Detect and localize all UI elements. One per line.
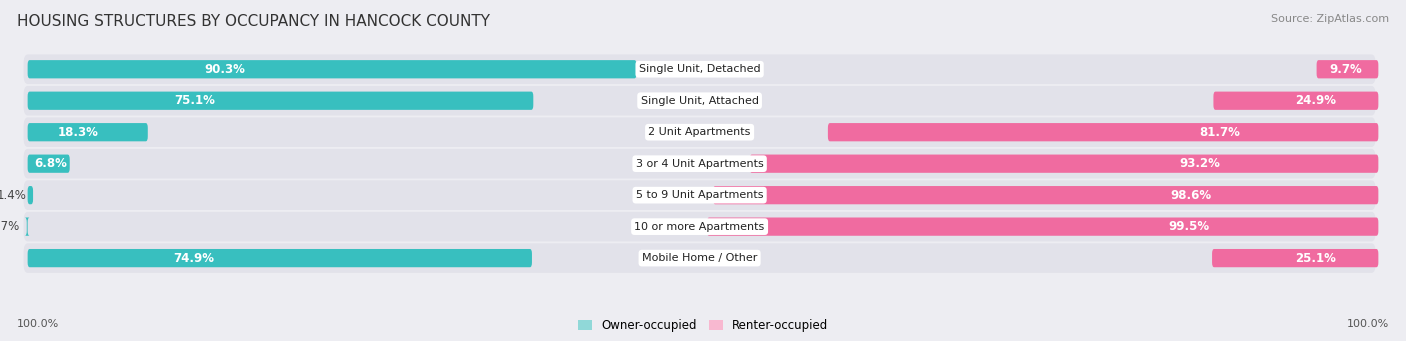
FancyBboxPatch shape: [24, 212, 1375, 241]
Text: 24.9%: 24.9%: [1295, 94, 1336, 107]
Text: 74.9%: 74.9%: [173, 252, 214, 265]
FancyBboxPatch shape: [28, 123, 148, 141]
Text: 81.7%: 81.7%: [1199, 126, 1240, 139]
FancyBboxPatch shape: [707, 218, 1378, 236]
FancyBboxPatch shape: [1213, 92, 1378, 110]
FancyBboxPatch shape: [1212, 249, 1378, 267]
Text: 9.7%: 9.7%: [1329, 63, 1362, 76]
FancyBboxPatch shape: [24, 180, 1375, 210]
Text: Source: ZipAtlas.com: Source: ZipAtlas.com: [1271, 14, 1389, 24]
Text: 6.8%: 6.8%: [35, 157, 67, 170]
FancyBboxPatch shape: [24, 149, 1375, 178]
Text: 98.6%: 98.6%: [1170, 189, 1211, 202]
FancyBboxPatch shape: [24, 86, 1375, 116]
Text: HOUSING STRUCTURES BY OCCUPANCY IN HANCOCK COUNTY: HOUSING STRUCTURES BY OCCUPANCY IN HANCO…: [17, 14, 489, 29]
Text: 3 or 4 Unit Apartments: 3 or 4 Unit Apartments: [636, 159, 763, 169]
FancyBboxPatch shape: [28, 154, 70, 173]
Text: Mobile Home / Other: Mobile Home / Other: [643, 253, 758, 263]
Text: 18.3%: 18.3%: [58, 126, 98, 139]
Text: 25.1%: 25.1%: [1295, 252, 1336, 265]
Text: Single Unit, Detached: Single Unit, Detached: [638, 64, 761, 74]
Text: 2 Unit Apartments: 2 Unit Apartments: [648, 127, 751, 137]
FancyBboxPatch shape: [28, 186, 34, 204]
FancyBboxPatch shape: [1316, 60, 1378, 78]
Text: 75.1%: 75.1%: [174, 94, 215, 107]
FancyBboxPatch shape: [28, 249, 531, 267]
Text: 1.4%: 1.4%: [0, 189, 27, 202]
Text: 5 to 9 Unit Apartments: 5 to 9 Unit Apartments: [636, 190, 763, 200]
FancyBboxPatch shape: [24, 243, 1375, 273]
Text: 100.0%: 100.0%: [17, 319, 59, 329]
Text: 0.47%: 0.47%: [0, 220, 20, 233]
FancyBboxPatch shape: [828, 123, 1378, 141]
FancyBboxPatch shape: [713, 186, 1378, 204]
Text: 93.2%: 93.2%: [1180, 157, 1220, 170]
FancyBboxPatch shape: [749, 154, 1378, 173]
FancyBboxPatch shape: [24, 55, 1375, 84]
Text: 10 or more Apartments: 10 or more Apartments: [634, 222, 765, 232]
FancyBboxPatch shape: [28, 60, 637, 78]
Legend: Owner-occupied, Renter-occupied: Owner-occupied, Renter-occupied: [578, 319, 828, 332]
Text: 99.5%: 99.5%: [1168, 220, 1209, 233]
Text: 100.0%: 100.0%: [1347, 319, 1389, 329]
FancyBboxPatch shape: [25, 218, 30, 236]
Text: Single Unit, Attached: Single Unit, Attached: [641, 96, 759, 106]
Text: 90.3%: 90.3%: [205, 63, 246, 76]
FancyBboxPatch shape: [28, 92, 533, 110]
FancyBboxPatch shape: [24, 117, 1375, 147]
